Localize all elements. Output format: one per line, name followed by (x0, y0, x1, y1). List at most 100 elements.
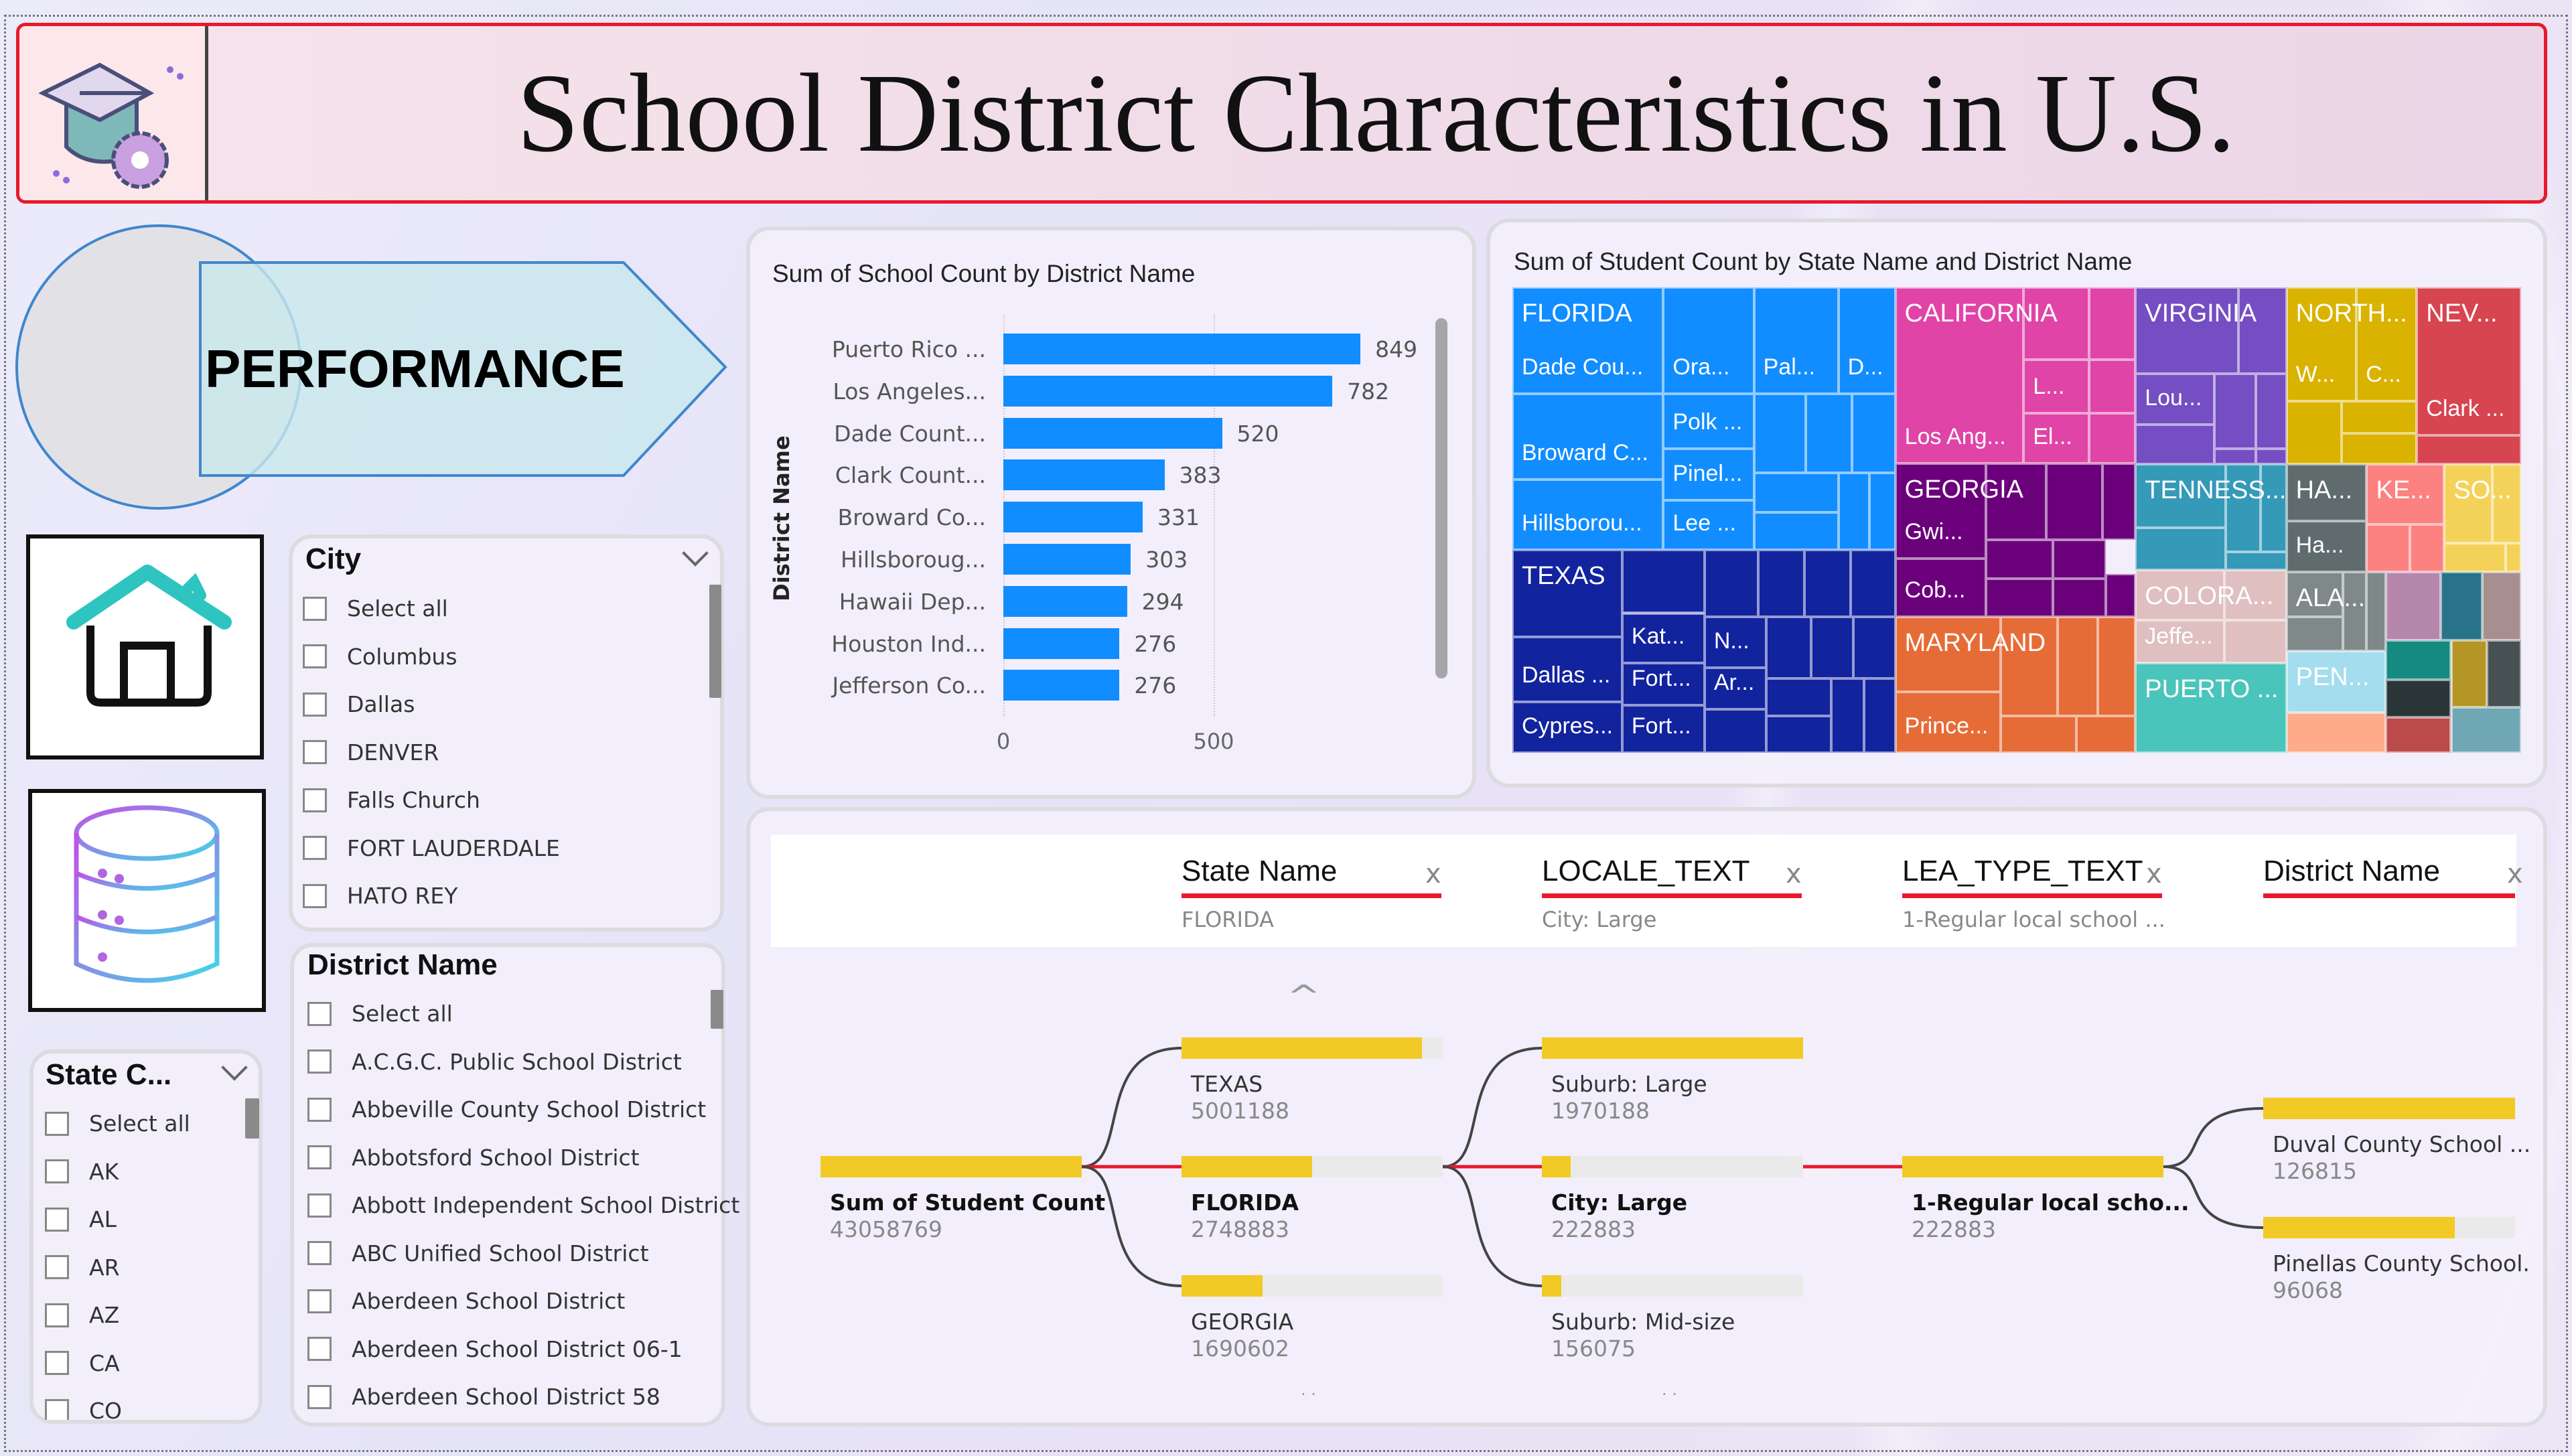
treemap-cell[interactable] (2214, 373, 2256, 449)
node-bar[interactable] (820, 1156, 1082, 1177)
treemap-cell[interactable]: N... (1704, 616, 1767, 668)
treemap-cell[interactable] (2341, 433, 2417, 465)
treemap-cell[interactable] (2342, 572, 2367, 651)
checkbox[interactable] (45, 1303, 69, 1327)
treemap-cell[interactable]: Ar... (1704, 668, 1767, 709)
treemap-cell[interactable]: Kat... (1622, 613, 1705, 663)
checkbox[interactable] (303, 596, 327, 621)
treemap-cell[interactable] (2286, 616, 2343, 651)
treemap-cell[interactable] (2286, 401, 2342, 465)
slicer-item[interactable]: Aberdeen School District (307, 1288, 625, 1314)
treemap-cell[interactable] (2226, 551, 2287, 570)
treemap-cell[interactable] (2135, 425, 2215, 465)
slicer-item[interactable]: A.C.G.C. Public School District (307, 1049, 682, 1075)
checkbox[interactable] (307, 1337, 332, 1361)
more-dots-icon[interactable]: · · (1662, 1385, 1677, 1404)
treemap-cell[interactable] (2451, 707, 2521, 753)
checkbox[interactable] (303, 644, 327, 668)
treemap-cell[interactable] (2023, 287, 2089, 360)
checkbox[interactable] (45, 1398, 69, 1420)
treemap-cell[interactable] (2053, 539, 2106, 579)
treemap-cell[interactable] (2135, 569, 2225, 620)
close-icon[interactable]: x (2507, 859, 2523, 889)
treemap-cell[interactable] (2441, 572, 2482, 641)
home-button[interactable] (26, 534, 264, 759)
treemap-cell[interactable] (2088, 287, 2136, 360)
treemap-cell[interactable] (1810, 616, 1854, 678)
treemap-cell[interactable] (2224, 620, 2287, 663)
checkbox[interactable] (307, 1097, 332, 1122)
checkbox[interactable] (45, 1351, 69, 1375)
checkbox[interactable] (45, 1111, 69, 1136)
treemap-cell[interactable] (2058, 616, 2098, 716)
treemap-cell[interactable] (2001, 616, 2058, 716)
treemap-cell[interactable] (2486, 640, 2521, 708)
state-slicer-scrollbar[interactable] (245, 1098, 259, 1139)
treemap-cell[interactable] (2135, 527, 2226, 570)
node-bar[interactable] (1182, 1037, 1443, 1059)
bar-chart-scrollbar[interactable] (1435, 318, 1447, 678)
treemap-cell[interactable]: El... (2023, 413, 2089, 463)
treemap-cell[interactable] (2088, 413, 2136, 463)
treemap-cell[interactable] (2366, 524, 2411, 573)
treemap-cell[interactable]: Hillsborou... (1512, 480, 1664, 550)
treemap-cell[interactable]: Gwi... (1895, 463, 1986, 559)
treemap-cell[interactable] (2386, 680, 2451, 718)
treemap-cell[interactable]: Los Ang... (1895, 287, 2024, 463)
treemap-cell[interactable] (1754, 512, 1839, 550)
treemap-cell[interactable] (1869, 472, 1896, 550)
treemap-cell[interactable] (1804, 549, 1851, 617)
bar[interactable] (1003, 502, 1143, 533)
treemap-cell[interactable]: Fort... (1622, 705, 1705, 753)
slicer-item[interactable]: Select all (45, 1110, 190, 1137)
treemap-cell[interactable] (2286, 650, 2386, 713)
slicer-item[interactable]: Abbotsford School District (307, 1145, 640, 1171)
treemap-cell[interactable] (1852, 394, 1896, 473)
treemap-cell[interactable] (2341, 401, 2417, 434)
treemap-cell[interactable] (2214, 449, 2256, 465)
treemap-cell[interactable] (1704, 709, 1767, 753)
treemap-cell[interactable]: C... (2356, 287, 2417, 401)
treemap-cell[interactable] (1704, 549, 1758, 617)
bar[interactable] (1003, 670, 1120, 701)
treemap-cell[interactable]: Cob... (1895, 558, 1986, 617)
slicer-item[interactable]: Dallas (303, 691, 415, 717)
treemap-cell[interactable] (1895, 616, 2001, 693)
slicer-item[interactable]: ABC Unified School District (307, 1240, 649, 1266)
node-bar[interactable] (1902, 1156, 2163, 1177)
slicer-item[interactable]: AR (45, 1254, 120, 1281)
treemap-cell[interactable] (2046, 463, 2103, 540)
slicer-item[interactable]: Abbeville County School District (307, 1096, 706, 1122)
slicer-item[interactable]: AZ (45, 1302, 119, 1328)
slicer-item[interactable]: Aberdeen School District 58 (307, 1384, 660, 1410)
close-icon[interactable]: x (2146, 859, 2162, 889)
treemap-cell[interactable] (1766, 678, 1832, 716)
treemap-cell[interactable]: W... (2286, 287, 2357, 401)
treemap-cell[interactable] (2444, 464, 2492, 543)
treemap-cell[interactable] (2053, 579, 2106, 617)
close-icon[interactable]: x (1425, 859, 1441, 889)
node-bar[interactable] (1542, 1275, 1803, 1297)
treemap-cell[interactable] (2135, 287, 2238, 374)
checkbox[interactable] (303, 740, 327, 764)
slicer-item[interactable]: Select all (307, 1001, 453, 1027)
slicer-item[interactable]: Aberdeen School District 06-1 (307, 1336, 683, 1362)
city-slicer-scrollbar[interactable] (709, 585, 721, 698)
node-bar[interactable] (1182, 1275, 1443, 1297)
treemap-cell[interactable] (2106, 573, 2136, 617)
treemap-cell[interactable] (2286, 572, 2343, 617)
treemap-cell[interactable] (2366, 464, 2445, 524)
treemap-cell[interactable] (2506, 542, 2521, 573)
slicer-item[interactable]: AL (45, 1206, 117, 1232)
treemap-cell[interactable]: Dade Cou... (1512, 287, 1664, 394)
treemap-cell[interactable] (2260, 464, 2287, 552)
treemap-cell[interactable] (1766, 616, 1811, 678)
treemap-cell[interactable] (2417, 435, 2521, 465)
more-dots-icon[interactable]: · · (1301, 1385, 1316, 1404)
treemap-cell[interactable] (2088, 360, 2136, 413)
treemap-cell[interactable] (2386, 640, 2451, 680)
node-bar[interactable] (1182, 1156, 1443, 1177)
slicer-item[interactable]: CO (45, 1398, 122, 1420)
checkbox[interactable] (45, 1159, 69, 1183)
treemap-cell[interactable] (1831, 678, 1864, 753)
